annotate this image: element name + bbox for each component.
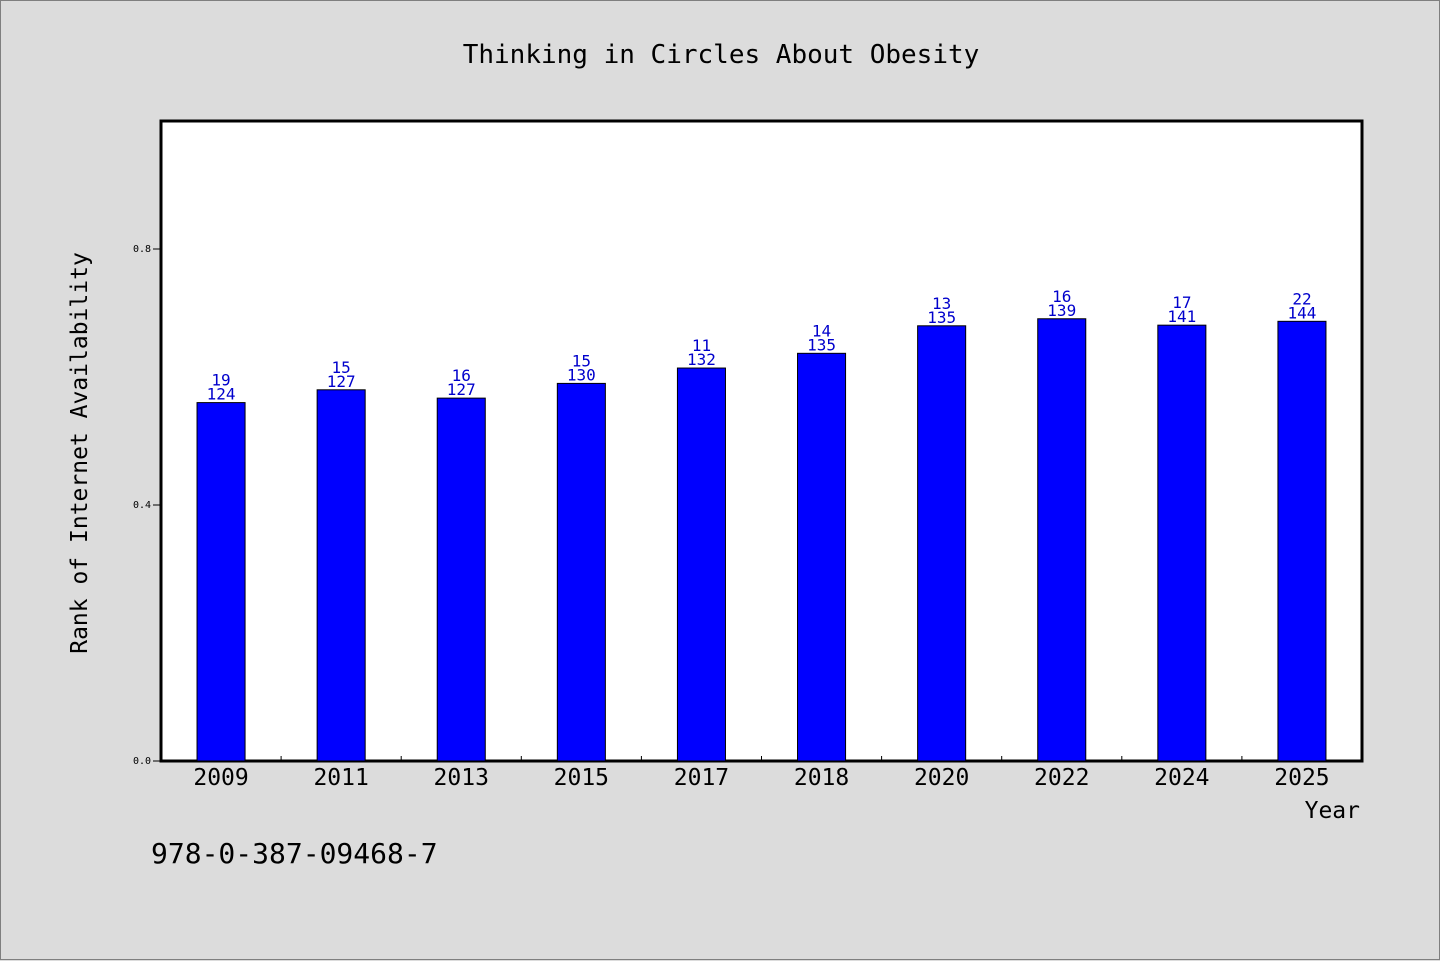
bar bbox=[917, 325, 967, 762]
bar-label-top: 15 bbox=[572, 351, 591, 370]
bar bbox=[797, 352, 847, 762]
x-tick-label: 2017 bbox=[674, 765, 729, 791]
bar bbox=[316, 389, 366, 762]
bar-label-top: 13 bbox=[932, 294, 951, 313]
bar-label-top: 17 bbox=[1172, 293, 1191, 312]
bar bbox=[1037, 318, 1087, 762]
bar bbox=[556, 382, 606, 762]
bar bbox=[196, 402, 246, 762]
bar-label-bottom: 135 bbox=[927, 308, 956, 327]
x-tick-label: 2022 bbox=[1034, 765, 1089, 791]
bar bbox=[1277, 320, 1327, 762]
bar-label-bottom: 141 bbox=[1167, 307, 1196, 326]
x-tick-label: 2009 bbox=[193, 765, 248, 791]
y-axis-label: Rank of Internet Availability bbox=[67, 252, 93, 654]
footer-code: 978-0-387-09468-7 bbox=[151, 837, 438, 870]
y-tick-label: 0.8 bbox=[133, 244, 151, 255]
y-axis: 0.0 0.4 0.8 bbox=[133, 244, 161, 767]
bar-label-bottom: 144 bbox=[1287, 303, 1316, 322]
bar-label-bottom: 132 bbox=[687, 350, 716, 369]
x-tick-label: 2018 bbox=[794, 765, 849, 791]
y-tick-label: 0.0 bbox=[133, 756, 151, 767]
bar-label-bottom: 127 bbox=[327, 372, 356, 391]
bars-group bbox=[196, 318, 1327, 762]
bar-label-bottom: 130 bbox=[567, 365, 596, 384]
bar-label-top: 11 bbox=[692, 336, 711, 355]
bar-label-bottom: 124 bbox=[207, 385, 236, 404]
x-tick-label: 2011 bbox=[313, 765, 368, 791]
bar bbox=[676, 367, 726, 762]
bar-label-top: 16 bbox=[452, 366, 471, 385]
bar bbox=[1157, 324, 1207, 762]
bar-label-top: 16 bbox=[1052, 287, 1071, 306]
bar-label-top: 14 bbox=[812, 321, 831, 340]
bar-label-top: 22 bbox=[1292, 289, 1311, 308]
bar-label-bottom: 139 bbox=[1047, 301, 1076, 320]
x-tick-label: 2015 bbox=[554, 765, 609, 791]
y-tick-label: 0.4 bbox=[133, 500, 151, 511]
x-tick-label: 2024 bbox=[1154, 765, 1209, 791]
bar-label-bottom: 127 bbox=[447, 380, 476, 399]
bar-label-bottom: 135 bbox=[807, 335, 836, 354]
x-tick-label: 2020 bbox=[914, 765, 969, 791]
x-tick-label: 2025 bbox=[1274, 765, 1329, 791]
x-axis: 2009 2011 2013 2015 2017 2018 2020 2022 2024 2025 bbox=[193, 756, 1330, 791]
bar-label-top: 19 bbox=[211, 371, 230, 390]
x-tick-label: 2013 bbox=[434, 765, 489, 791]
x-axis-label: Year bbox=[1305, 798, 1360, 824]
bar bbox=[436, 397, 486, 762]
chart-title: Thinking in Circles About Obesity bbox=[463, 40, 980, 70]
bar-label-top: 15 bbox=[332, 358, 351, 377]
